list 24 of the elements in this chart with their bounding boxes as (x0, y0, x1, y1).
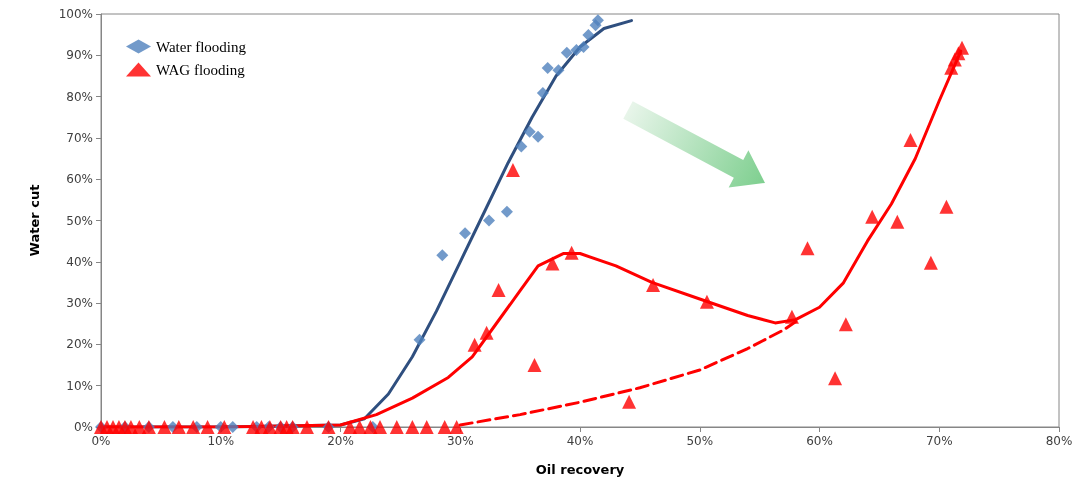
x-tick-label: 40% (566, 434, 594, 448)
x-tick-label: 50% (686, 434, 714, 448)
y-tick-label: 40% (66, 254, 93, 269)
x-tick-label: 0% (91, 434, 111, 448)
y-tick-label: 90% (66, 48, 93, 63)
y-tick-label: 100% (58, 7, 93, 21)
legend-label: WAG flooding (156, 61, 246, 78)
y-tick-label: 60% (66, 172, 93, 187)
y-tick-label: 50% (66, 213, 93, 228)
x-tick-label: 70% (925, 434, 953, 448)
y-tick-label: 70% (66, 130, 93, 145)
x-tick-label: 20% (327, 434, 354, 448)
x-axis-title: Oil recovery (535, 462, 625, 477)
x-tick-label: 10% (207, 434, 235, 448)
x-tick-label: 80% (1045, 434, 1073, 448)
y-tick-label: 10% (66, 378, 93, 393)
legend-label: Water flooding (156, 38, 247, 55)
y-tick-label: 30% (66, 296, 93, 311)
y-tick-label: 20% (66, 337, 93, 352)
y-tick-label: 0% (73, 420, 93, 434)
y-axis-title: Water cut (27, 184, 42, 257)
x-tick-label: 60% (806, 434, 833, 448)
x-tick-label: 30% (446, 434, 474, 448)
y-tick-label: 80% (66, 89, 93, 104)
